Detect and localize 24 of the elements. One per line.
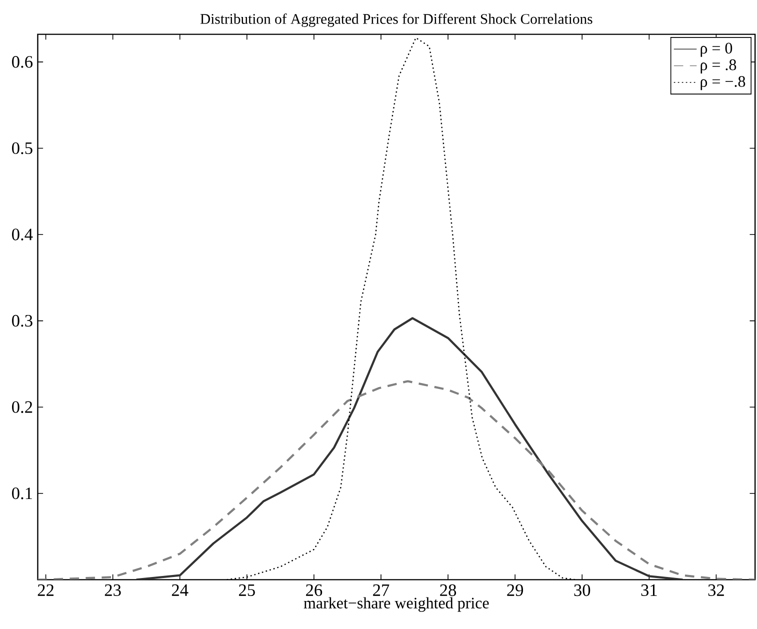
y-tick-label: 0.1	[12, 487, 32, 500]
line-series	[38, 380, 756, 580]
x-tick-label: 30	[574, 584, 590, 596]
line-series	[135, 317, 684, 580]
x-axis-title: market−share weighted price	[304, 597, 489, 612]
chart-title: Distribution of Aggregated Prices for Different Shock Correlations	[200, 13, 592, 27]
legend-label: ρ = −.8	[700, 76, 746, 90]
x-tick-label: 29	[507, 584, 524, 596]
y-tick-label: 0.4	[12, 228, 33, 240]
y-tick-label: 0.5	[12, 142, 32, 154]
x-tick-label: 26	[306, 584, 322, 596]
y-tick-label: 0.2	[12, 401, 32, 413]
x-tick-label: 28	[440, 584, 456, 596]
y-tick-label: 0.3	[12, 314, 32, 327]
legend-label: ρ = .8	[700, 59, 736, 74]
y-tick-label: 0.6	[12, 56, 33, 68]
x-tick-label: 31	[641, 584, 657, 596]
x-tick-label: 22	[38, 584, 54, 596]
legend-label: ρ = 0	[700, 42, 732, 57]
x-tick-label: 23	[104, 584, 121, 596]
x-tick-label: 32	[708, 584, 724, 596]
x-tick-label: 24	[172, 584, 188, 596]
x-tick-label: 27	[373, 584, 390, 596]
x-tick-label: 25	[238, 584, 255, 596]
